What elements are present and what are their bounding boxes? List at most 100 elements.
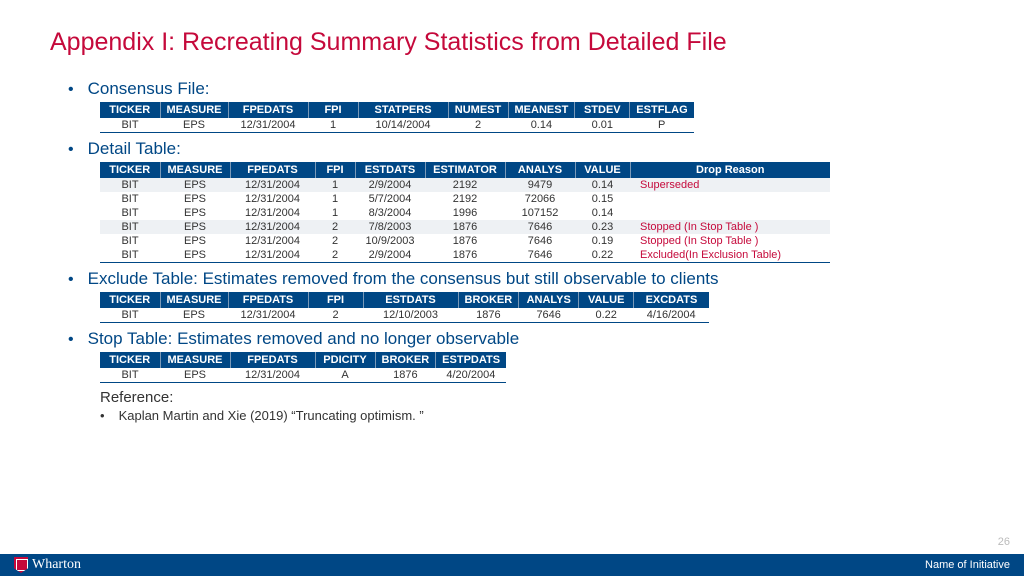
cell: 1996 <box>425 206 505 220</box>
col-header: BROKER <box>458 292 519 308</box>
drop-reason <box>630 192 830 206</box>
col-header: ANALYS <box>505 162 575 178</box>
bullet-icon: • <box>68 331 74 349</box>
drop-reason: Superseded <box>630 178 830 192</box>
cell: EPS <box>160 192 230 206</box>
cell: EPS <box>160 308 228 323</box>
footer-right: Name of Initiative <box>925 559 1010 571</box>
drop-reason: Stopped (In Stop Table ) <box>630 220 830 234</box>
cell: 7646 <box>505 220 575 234</box>
bullet-icon: • <box>68 141 74 159</box>
consensus-table: TICKERMEASUREFPEDATSFPISTATPERSNUMESTMEA… <box>100 102 694 133</box>
col-header: MEASURE <box>160 162 230 178</box>
stop-table: TICKERMEASUREFPEDATSPDICITYBROKERESTPDAT… <box>100 352 506 383</box>
cell: 1 <box>315 178 355 192</box>
table-row: BITEPS12/31/200418/3/200419961071520.14 <box>100 206 830 220</box>
cell: A <box>315 368 375 383</box>
consensus-section: •Consensus File: TICKERMEASUREFPEDATSFPI… <box>50 79 974 133</box>
cell: 12/31/2004 <box>230 178 315 192</box>
cell: 5/7/2004 <box>355 192 425 206</box>
cell: 7646 <box>505 234 575 248</box>
cell: 0.22 <box>579 308 634 323</box>
reference-item: Kaplan Martin and Xie (2019) “Truncating… <box>119 408 424 423</box>
cell: BIT <box>100 308 160 323</box>
table-row: BITEPS12/31/2004212/10/2003187676460.224… <box>100 308 709 323</box>
exclude-label: Exclude Table: Estimates removed from th… <box>88 269 719 289</box>
cell: EPS <box>160 248 230 263</box>
col-header: Drop Reason <box>630 162 830 178</box>
col-header: ESTIMATOR <box>425 162 505 178</box>
bullet-icon: • <box>68 271 74 289</box>
cell: P <box>630 118 694 133</box>
cell: 4/20/2004 <box>436 368 506 383</box>
col-header: ESTDATS <box>363 292 458 308</box>
cell: 0.14 <box>575 178 630 192</box>
cell: 2192 <box>425 192 505 206</box>
drop-reason <box>630 206 830 220</box>
col-header: NUMEST <box>448 102 508 118</box>
col-header: FPI <box>308 292 363 308</box>
cell: 12/31/2004 <box>228 308 308 323</box>
cell: 12/31/2004 <box>230 192 315 206</box>
stop-label: Stop Table: Estimates removed and no lon… <box>88 329 520 349</box>
cell: 0.19 <box>575 234 630 248</box>
slide-title: Appendix I: Recreating Summary Statistic… <box>50 28 974 57</box>
cell: 4/16/2004 <box>634 308 709 323</box>
cell: BIT <box>100 206 160 220</box>
reference-label: Reference: <box>100 389 974 406</box>
cell: 1876 <box>458 308 519 323</box>
cell: 107152 <box>505 206 575 220</box>
footer-bar: Wharton Name of Initiative <box>0 554 1024 576</box>
cell: BIT <box>100 368 160 383</box>
cell: 12/31/2004 <box>230 368 315 383</box>
cell: 2 <box>315 220 355 234</box>
cell: EPS <box>160 178 230 192</box>
cell: 1876 <box>375 368 436 383</box>
cell: 0.14 <box>575 206 630 220</box>
cell: 10/9/2003 <box>355 234 425 248</box>
table-row: BITEPS12/31/200412/9/2004219294790.14Sup… <box>100 178 830 192</box>
col-header: TICKER <box>100 162 160 178</box>
detail-table: TICKERMEASUREFPEDATSFPIESTDATSESTIMATORA… <box>100 162 830 263</box>
cell: EPS <box>160 368 230 383</box>
stop-section: • Stop Table: Estimates removed and no lo… <box>50 329 974 383</box>
cell: 7646 <box>505 248 575 263</box>
cell: 0.23 <box>575 220 630 234</box>
col-header: FPI <box>315 162 355 178</box>
col-header: MEANEST <box>508 102 575 118</box>
col-header: FPEDATS <box>230 352 315 368</box>
cell: 1 <box>315 206 355 220</box>
cell: 8/3/2004 <box>355 206 425 220</box>
cell: BIT <box>100 234 160 248</box>
cell: 12/10/2003 <box>363 308 458 323</box>
col-header: TICKER <box>100 352 160 368</box>
cell: 2 <box>315 248 355 263</box>
col-header: MEASURE <box>160 102 228 118</box>
col-header: TICKER <box>100 102 160 118</box>
col-header: STATPERS <box>358 102 448 118</box>
cell: BIT <box>100 248 160 263</box>
cell: BIT <box>100 192 160 206</box>
col-header: FPEDATS <box>228 102 308 118</box>
consensus-label: Consensus File: <box>88 79 210 99</box>
cell: 2 <box>308 308 363 323</box>
bullet-icon: • <box>100 408 105 423</box>
cell: 1876 <box>425 248 505 263</box>
col-header: FPEDATS <box>230 162 315 178</box>
cell: 12/31/2004 <box>230 206 315 220</box>
col-header: ANALYS <box>519 292 579 308</box>
brand-text: Wharton <box>32 557 81 573</box>
cell: 72066 <box>505 192 575 206</box>
col-header: STDEV <box>575 102 630 118</box>
col-header: BROKER <box>375 352 436 368</box>
cell: 10/14/2004 <box>358 118 448 133</box>
cell: 12/31/2004 <box>230 234 315 248</box>
cell: 2192 <box>425 178 505 192</box>
cell: 12/31/2004 <box>230 220 315 234</box>
table-row: BITEPS12/31/2004210/9/2003187676460.19St… <box>100 234 830 248</box>
col-header: ESTPDATS <box>436 352 506 368</box>
cell: EPS <box>160 234 230 248</box>
col-header: VALUE <box>579 292 634 308</box>
col-header: FPEDATS <box>228 292 308 308</box>
cell: 2/9/2004 <box>355 248 425 263</box>
